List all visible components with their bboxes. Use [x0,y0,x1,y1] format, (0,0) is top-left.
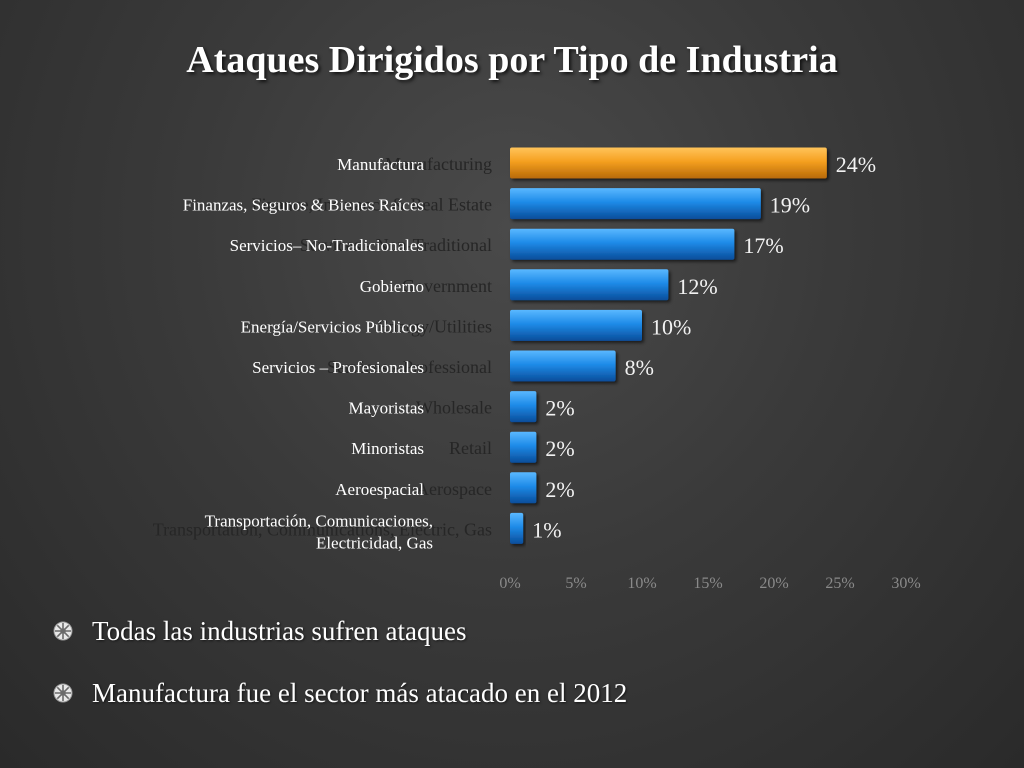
category-label: Transportación, Comunicaciones, Electrici… [205,511,433,552]
category-label: Aeroespacial [335,480,424,499]
value-label: 17% [743,233,783,258]
industry-bar-chart: Manufacturing Finance, Insurance & Real E… [153,147,921,592]
x-tick-label: 30% [891,575,920,592]
background-category-label: Transportation, Communications, Electric… [153,519,492,539]
x-tick-label: 15% [693,575,722,592]
category-label: Servicios – Profesionales [252,358,424,377]
x-tick-label: 5% [565,575,586,592]
background-category-label: Wholesale [416,398,492,418]
category-label: Finanzas, Seguros & Bienes Raíces [183,196,424,215]
background-category-label: Finance, Insurance & Real Estate [252,195,492,215]
x-tick-label: 25% [825,575,854,592]
background-category-label: Services - Professional [327,357,492,377]
value-label: 2% [545,396,574,421]
category-label: Minoristas [351,439,424,458]
x-tick-label: 20% [759,575,788,592]
category-label: Gobierno [360,277,424,296]
category-label: Servicios– No-Tradicionales [230,236,424,255]
bullet-text: Todas las industrias sufren ataques [92,616,467,646]
bar [510,472,537,504]
background-category-label: Retail [449,438,492,458]
category-label: Mayoristas [348,399,424,418]
bar [510,512,524,544]
background-category-label: Services - Non-Traditional [300,235,492,255]
value-label: 19% [770,193,810,218]
bar [510,309,642,341]
background-category-label: Manufacturing [385,154,492,174]
value-label: 2% [545,477,574,502]
value-label: 12% [677,274,717,299]
x-tick-label: 0% [499,575,520,592]
category-label: Manufactura [337,155,424,174]
category-label: Energía/Servicios Públicos [241,317,424,336]
bar [510,350,616,382]
bar [510,391,537,423]
bar [510,188,761,220]
bar [510,269,669,301]
background-category-label: Energy/Utilities [377,316,492,336]
bar-highlight [510,147,827,179]
background-category-label: Aerospace [416,479,492,499]
value-label: 24% [836,152,876,177]
bar [510,431,537,463]
value-label: 2% [545,436,574,461]
bullet-text: Manufactura fue el sector más atacado en… [92,678,628,708]
bullet-wheel-icon [53,621,73,641]
value-label: 1% [532,517,561,542]
x-tick-label: 10% [627,575,656,592]
bullet-wheel-icon [53,683,73,703]
bar [510,228,735,260]
value-label: 10% [651,314,691,339]
background-category-label: Government [402,276,492,296]
slide-title: Ataques Dirigidos por Tipo de Industria [186,39,838,81]
value-label: 8% [625,355,654,380]
